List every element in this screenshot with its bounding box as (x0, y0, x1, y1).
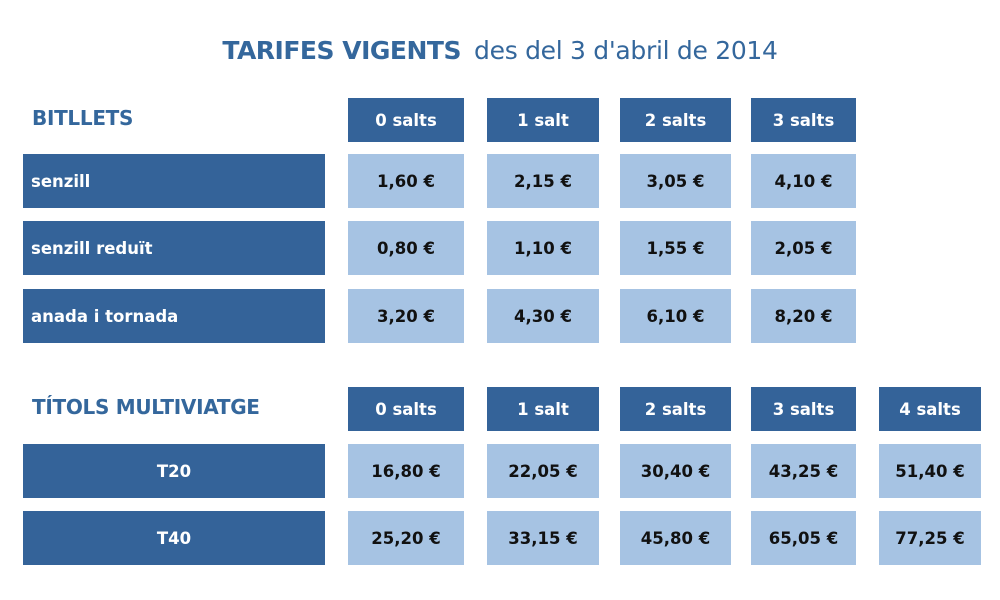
section-title-multiviatge: TÍTOLS MULTIVIATGE (32, 395, 260, 419)
price-cell: 77,25 € (879, 511, 981, 565)
price-cell: 4,10 € (751, 154, 856, 208)
price-cell: 25,20 € (348, 511, 464, 565)
price-cell: 0,80 € (348, 221, 464, 275)
column-header: 0 salts (348, 98, 464, 142)
column-header: 1 salt (487, 387, 599, 431)
price-cell: 3,20 € (348, 289, 464, 343)
row-label-t40: T40 (23, 511, 325, 565)
title-subtitle: des del 3 d'abril de 2014 (474, 36, 778, 65)
price-cell: 2,05 € (751, 221, 856, 275)
price-cell: 43,25 € (751, 444, 856, 498)
column-header: 2 salts (620, 387, 731, 431)
price-cell: 2,15 € (487, 154, 599, 208)
row-label-senzill-reduit: senzill reduït (23, 221, 325, 275)
price-cell: 45,80 € (620, 511, 731, 565)
column-header: 4 salts (879, 387, 981, 431)
section-title-bitllets: BITLLETS (32, 106, 134, 130)
price-cell: 1,55 € (620, 221, 731, 275)
price-cell: 51,40 € (879, 444, 981, 498)
price-cell: 16,80 € (348, 444, 464, 498)
price-cell: 1,10 € (487, 221, 599, 275)
column-header: 1 salt (487, 98, 599, 142)
page-title: TARIFES VIGENTS des del 3 d'abril de 201… (0, 36, 1000, 65)
title-main: TARIFES VIGENTS (222, 36, 461, 65)
price-cell: 33,15 € (487, 511, 599, 565)
column-header: 3 salts (751, 387, 856, 431)
price-cell: 22,05 € (487, 444, 599, 498)
price-cell: 30,40 € (620, 444, 731, 498)
row-label-t20: T20 (23, 444, 325, 498)
price-cell: 65,05 € (751, 511, 856, 565)
price-cell: 1,60 € (348, 154, 464, 208)
price-cell: 6,10 € (620, 289, 731, 343)
row-label-anada-i-tornada: anada i tornada (23, 289, 325, 343)
price-cell: 4,30 € (487, 289, 599, 343)
column-header: 2 salts (620, 98, 731, 142)
row-label-senzill: senzill (23, 154, 325, 208)
column-header: 3 salts (751, 98, 856, 142)
price-cell: 8,20 € (751, 289, 856, 343)
column-header: 0 salts (348, 387, 464, 431)
price-cell: 3,05 € (620, 154, 731, 208)
